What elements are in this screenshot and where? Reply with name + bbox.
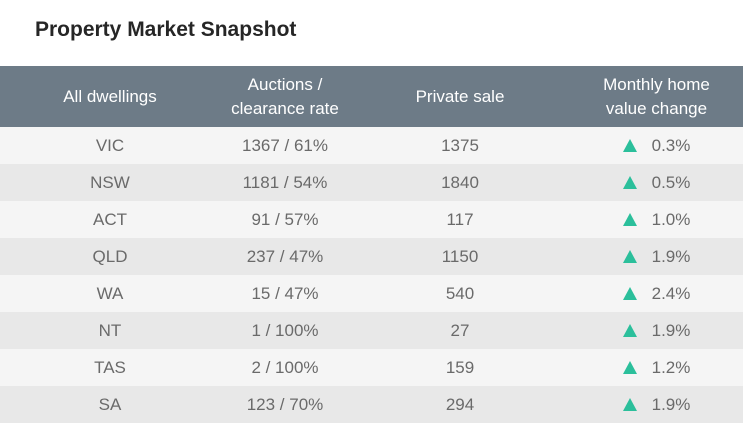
header-line: Private sale [415,86,505,106]
auctions-cell: 91 / 57% [251,209,319,229]
state-cell: NSW [90,172,130,192]
value-change-cell: 1.9% [570,312,743,349]
value-change-text: 1.9% [651,394,691,414]
up-arrow-icon [622,138,637,152]
up-arrow-icon [622,212,637,226]
table-row: QLD 237 / 47% 1150 1.9% [0,238,743,275]
table-header: All dwellings Auctions / clearance rate … [0,66,743,127]
header-monthly-value-change: Monthly home value change [570,66,743,127]
auctions-cell: 2 / 100% [251,357,319,377]
private-sale-cell: 294 [445,394,475,414]
up-arrow-icon [622,286,637,300]
header-line: All dwellings [63,86,157,106]
state-cell: SA [98,394,122,414]
header-line: Monthly home [603,74,710,94]
value-change-text: 1.0% [651,209,691,229]
state-cell: VIC [95,135,125,155]
table-row: NSW 1181 / 54% 1840 0.5% [0,164,743,201]
header-line: value change [605,98,708,118]
private-sale-cell: 1375 [441,135,479,155]
header-auctions-clearance: Auctions / clearance rate [220,66,350,127]
value-change-text: 0.3% [651,135,691,155]
table-row: TAS 2 / 100% 159 1.2% [0,349,743,386]
auctions-cell: 1367 / 61% [241,135,328,155]
state-cell: ACT [93,209,127,229]
auctions-cell: 1181 / 54% [242,172,328,192]
value-change-text: 1.9% [651,320,691,340]
table-row: NT 1 / 100% 27 1.9% [0,312,743,349]
auctions-cell: 1 / 100% [251,320,319,340]
header-line: Auctions / [247,74,323,94]
header-row: All dwellings Auctions / clearance rate … [0,66,743,127]
header-all-dwellings: All dwellings [0,66,220,127]
market-snapshot-table: All dwellings Auctions / clearance rate … [0,66,743,423]
header-private-sale: Private sale [350,66,570,127]
state-cell: NT [98,320,122,340]
auctions-cell: 15 / 47% [251,283,319,303]
value-change-cell: 0.3% [570,127,743,164]
table-row: ACT 91 / 57% 117 1.0% [0,201,743,238]
private-sale-cell: 1840 [441,172,479,192]
up-arrow-icon [622,175,637,189]
table-row: WA 15 / 47% 540 2.4% [0,275,743,312]
page-title: Property Market Snapshot [35,18,297,41]
state-cell: WA [96,283,124,303]
auctions-cell: 237 / 47% [246,246,324,266]
state-cell: TAS [94,357,126,377]
value-change-text: 1.2% [651,357,691,377]
up-arrow-icon [622,397,637,411]
private-sale-cell: 540 [445,283,475,303]
value-change-cell: 0.5% [570,164,743,201]
table-body: VIC 1367 / 61% 1375 0.3% NSW 1181 / 54% 1840 0.… [0,127,743,423]
private-sale-cell: 117 [446,209,474,229]
value-change-text: 1.9% [651,246,691,266]
header-line: clearance rate [231,98,339,118]
up-arrow-icon [622,360,637,374]
table-row: SA 123 / 70% 294 1.9% [0,386,743,423]
value-change-cell: 1.0% [570,201,743,238]
value-change-text: 0.5% [651,172,691,192]
auctions-cell: 123 / 70% [246,394,324,414]
up-arrow-icon [622,323,637,337]
value-change-cell: 1.2% [570,349,743,386]
up-arrow-icon [622,249,637,263]
private-sale-cell: 159 [445,357,475,377]
value-change-cell: 1.9% [570,386,743,423]
private-sale-cell: 27 [450,320,470,340]
table-row: VIC 1367 / 61% 1375 0.3% [0,127,743,164]
value-change-cell: 2.4% [570,275,743,312]
value-change-text: 2.4% [651,283,691,303]
private-sale-cell: 1150 [441,246,479,266]
state-cell: QLD [92,246,128,266]
value-change-cell: 1.9% [570,238,743,275]
